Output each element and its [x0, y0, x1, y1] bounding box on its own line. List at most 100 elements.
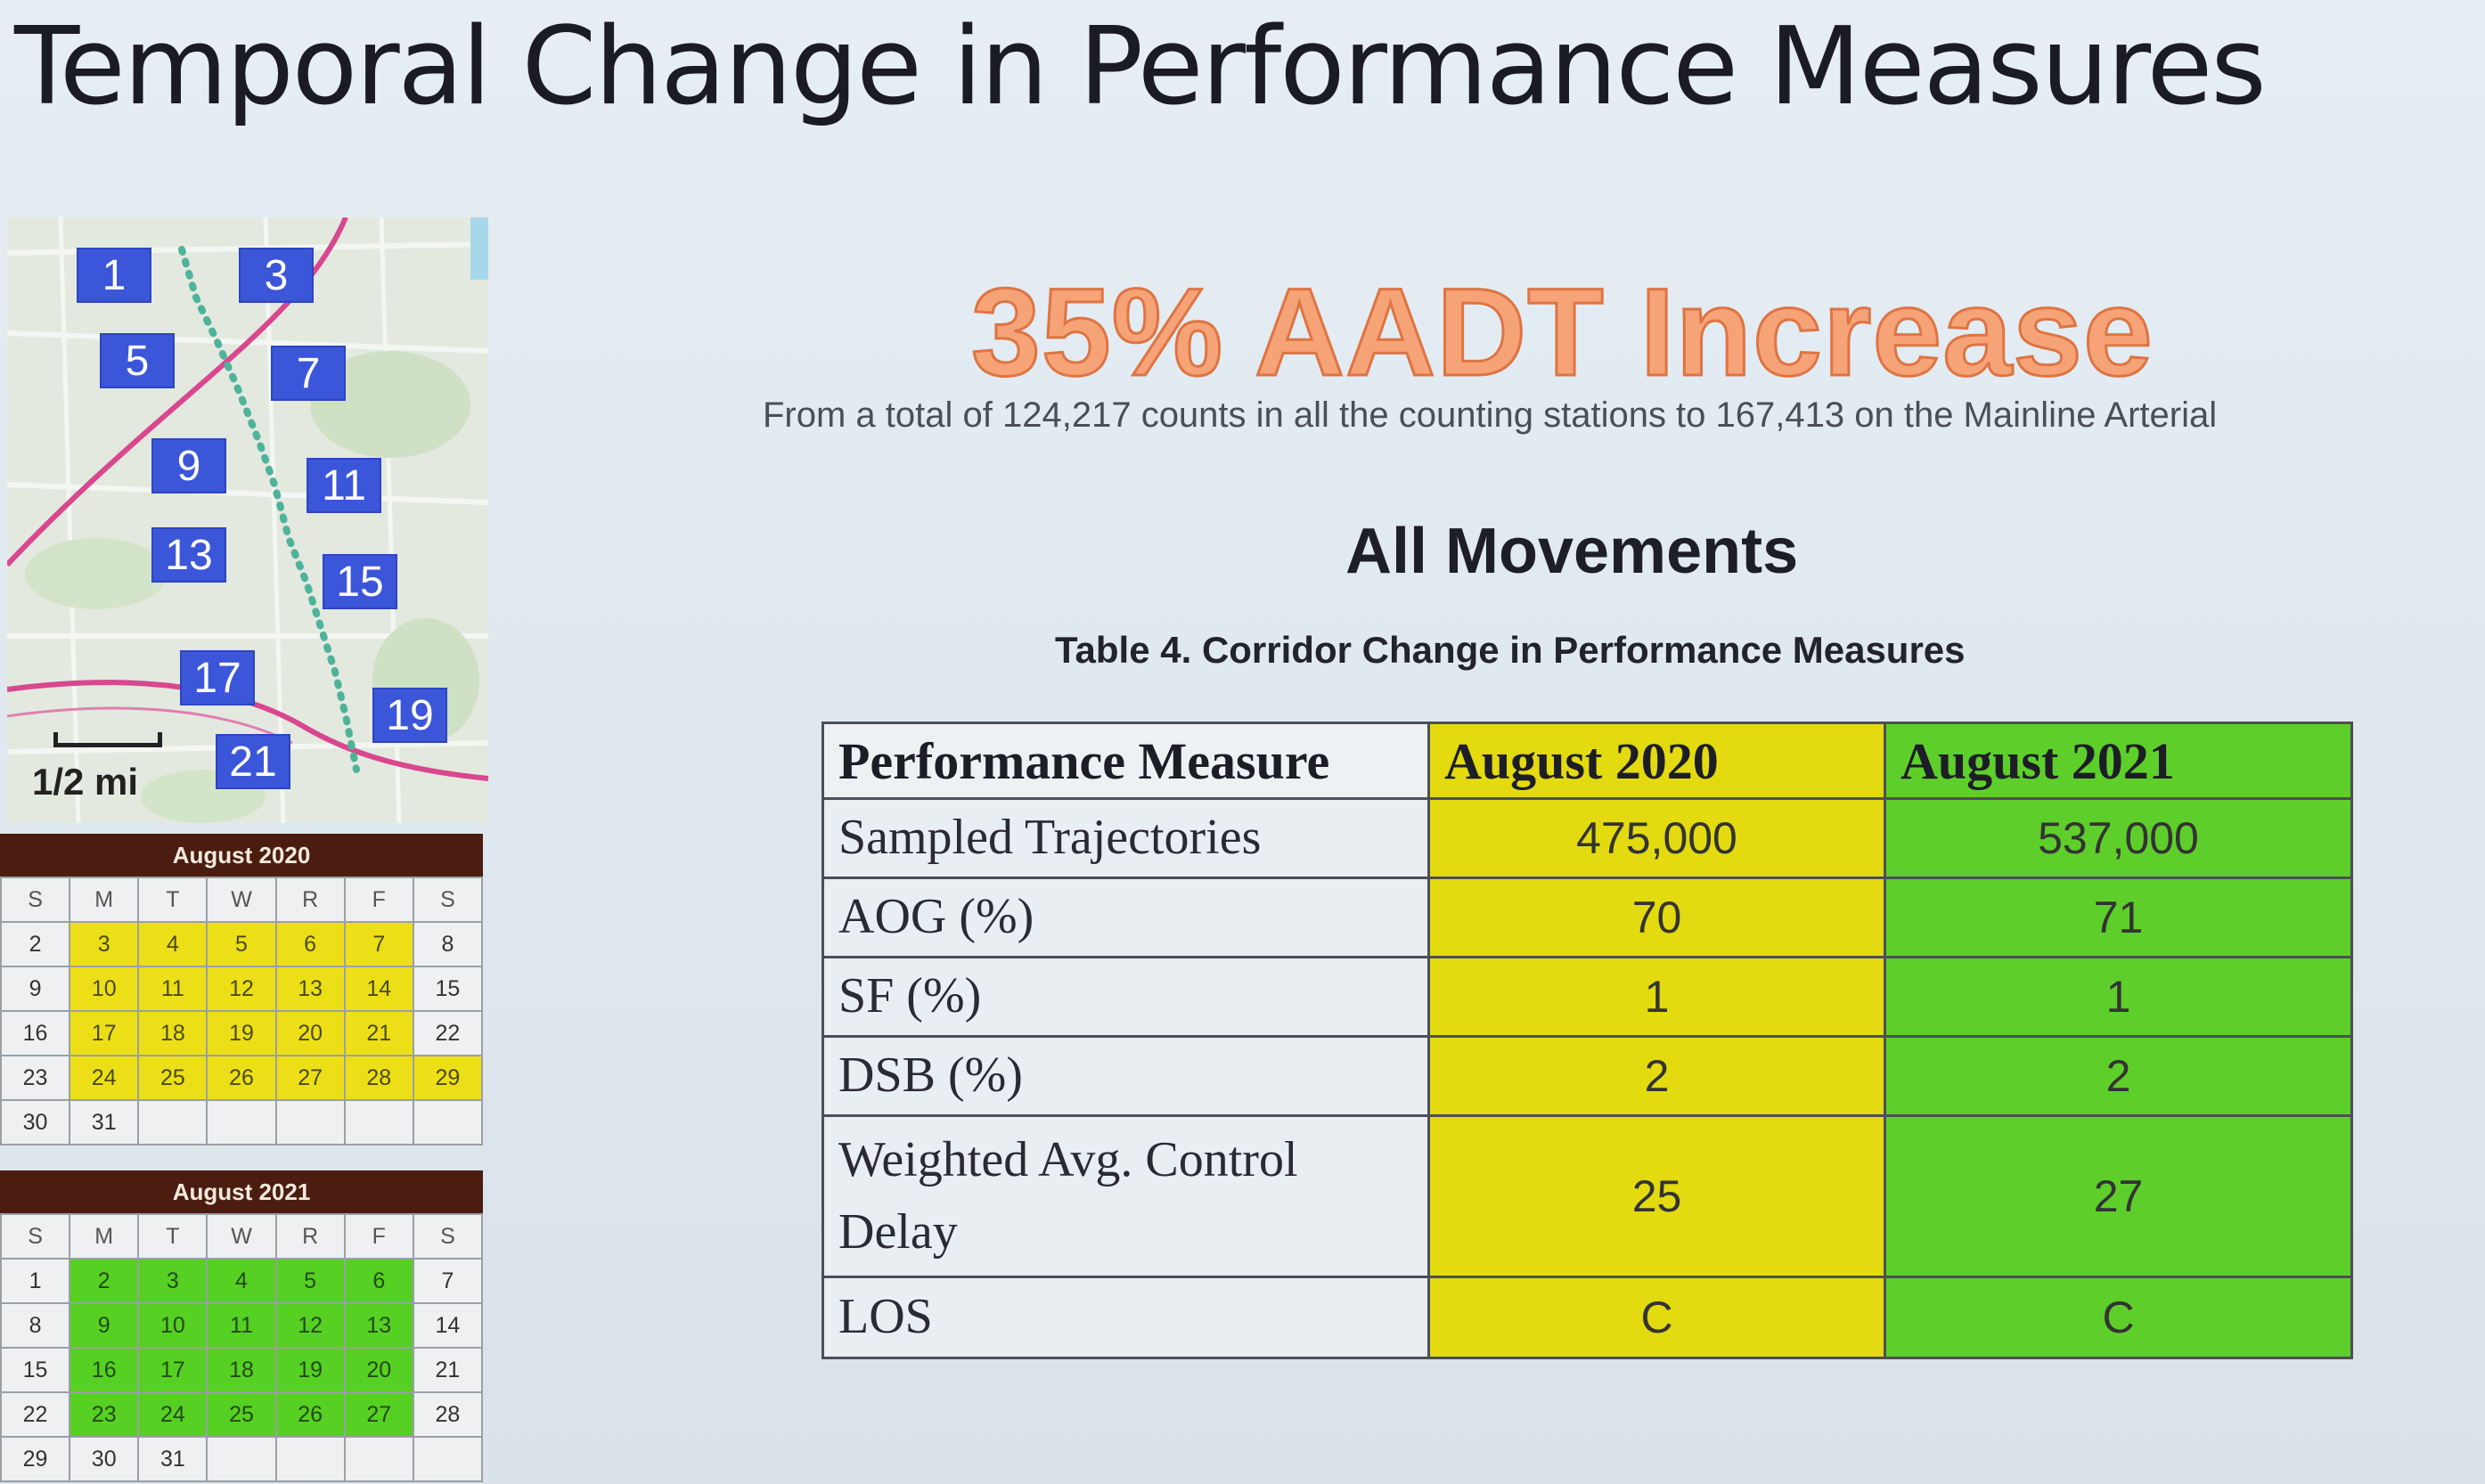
calendar-day: 7 — [343, 921, 414, 967]
station-marker-9: 9 — [153, 440, 225, 492]
calendar-day: 26 — [206, 1055, 277, 1101]
weekday-header: W — [206, 877, 277, 923]
aadt-increase-subline: From a total of 124,217 counts in all th… — [763, 395, 2218, 435]
calendar-august-2020: August 2020 S M T W R F S 2 3 4 5 6 7 8 … — [0, 834, 484, 1146]
section-title: All Movements — [1345, 516, 1799, 587]
station-marker-3: 3 — [241, 249, 312, 301]
calendar-day: 15 — [0, 1347, 71, 1393]
station-marker-5: 5 — [102, 335, 173, 387]
calendar-day: 16 — [0, 1010, 71, 1056]
table-header-row: Performance Measure August 2020 August 2… — [822, 722, 2353, 800]
calendar-title: August 2020 — [0, 834, 483, 877]
calendar-day: 16 — [69, 1347, 140, 1393]
station-marker-21: 21 — [217, 736, 289, 787]
calendar-day: 29 — [0, 1436, 71, 1482]
measure-label: Sampled Trajectories — [822, 797, 1430, 879]
weekday-header: S — [0, 1213, 71, 1260]
weekday-header: F — [343, 1213, 414, 1260]
table-row: LOS C C — [822, 1276, 2353, 1359]
value-august-2020: 1 — [1427, 956, 1886, 1038]
aadt-increase-headline: 35% AADT Increase — [970, 261, 2154, 404]
value-august-2021: C — [1884, 1276, 2353, 1359]
calendar-day — [274, 1436, 346, 1482]
performance-table: Performance Measure August 2020 August 2… — [822, 722, 2353, 1359]
calendar-day: 18 — [137, 1010, 208, 1056]
calendar-day — [343, 1436, 414, 1482]
measure-label: Weighted Avg. Control Delay — [822, 1114, 1430, 1278]
table-row: AOG (%) 70 71 — [822, 877, 2353, 958]
calendar-day: 25 — [137, 1055, 208, 1101]
station-marker-1: 1 — [78, 249, 150, 301]
calendar-day: 23 — [0, 1055, 71, 1101]
calendar-day: 31 — [69, 1099, 140, 1146]
calendar-day: 27 — [274, 1055, 346, 1101]
calendar-day — [412, 1436, 484, 1482]
calendar-day: 12 — [206, 966, 277, 1012]
calendar-day: 7 — [412, 1258, 484, 1304]
station-marker-15: 15 — [324, 556, 396, 607]
weekday-header: S — [412, 1213, 484, 1260]
weekday-header: S — [412, 877, 484, 923]
weekday-header: M — [69, 877, 140, 923]
calendar-day — [412, 1099, 484, 1146]
calendar-day: 4 — [137, 921, 208, 967]
table-row: DSB (%) 2 2 — [822, 1035, 2353, 1117]
calendar-day: 24 — [69, 1055, 140, 1101]
calendar-day: 19 — [206, 1010, 277, 1056]
measure-label: AOG (%) — [822, 877, 1430, 958]
weekday-header: R — [274, 877, 346, 923]
calendar-day: 10 — [69, 966, 140, 1012]
table-caption: Table 4. Corridor Change in Performance … — [1055, 629, 1966, 671]
value-august-2020: 2 — [1427, 1035, 1886, 1117]
weekday-header: R — [274, 1213, 346, 1260]
station-marker-11: 11 — [308, 460, 380, 511]
value-august-2021: 537,000 — [1884, 797, 2353, 879]
weekday-header: S — [0, 877, 71, 923]
calendar-day: 5 — [206, 921, 277, 967]
station-marker-19: 19 — [374, 689, 446, 741]
page-title: Temporal Change in Performance Measures — [14, 5, 2267, 129]
calendar-day: 1 — [0, 1258, 71, 1304]
calendar-day: 20 — [343, 1347, 414, 1393]
weekday-header: T — [137, 877, 208, 923]
calendar-day: 28 — [343, 1055, 414, 1101]
calendar-day: 29 — [412, 1055, 484, 1101]
value-august-2020: 25 — [1427, 1114, 1886, 1278]
calendar-august-2021: August 2021 S M T W R F S 1 2 3 4 5 6 7 … — [0, 1170, 484, 1482]
calendar-day: 13 — [274, 966, 346, 1012]
calendar-day: 17 — [69, 1010, 140, 1056]
calendar-title: August 2021 — [0, 1170, 483, 1213]
column-header-measure: Performance Measure — [822, 722, 1430, 800]
value-august-2021: 71 — [1884, 877, 2353, 958]
value-august-2021: 2 — [1884, 1035, 2353, 1117]
calendar-day: 19 — [274, 1347, 346, 1393]
value-august-2021: 1 — [1884, 956, 2353, 1038]
calendar-day: 22 — [0, 1391, 71, 1438]
station-marker-17: 17 — [182, 652, 253, 704]
calendar-day: 3 — [69, 921, 140, 967]
calendar-day: 18 — [206, 1347, 277, 1393]
measure-label: LOS — [822, 1276, 1430, 1359]
weekday-header: F — [343, 877, 414, 923]
calendar-day: 13 — [343, 1302, 414, 1349]
calendar-grid: S M T W R F S 1 2 3 4 5 6 7 8 9 10 11 12… — [0, 1213, 484, 1482]
calendar-day: 15 — [412, 966, 484, 1012]
calendar-day: 4 — [206, 1258, 277, 1304]
calendar-day: 8 — [412, 921, 484, 967]
calendar-day: 2 — [69, 1258, 140, 1304]
calendar-day: 9 — [0, 966, 71, 1012]
calendar-day: 21 — [343, 1010, 414, 1056]
table-row: Weighted Avg. Control Delay 25 27 — [822, 1114, 2353, 1278]
calendar-grid: S M T W R F S 2 3 4 5 6 7 8 9 10 11 12 1… — [0, 877, 484, 1146]
calendar-day — [343, 1099, 414, 1146]
table-row: SF (%) 1 1 — [822, 956, 2353, 1038]
calendar-day — [137, 1099, 208, 1146]
weekday-header: M — [69, 1213, 140, 1260]
calendar-day: 27 — [343, 1391, 414, 1438]
calendar-day — [274, 1099, 346, 1146]
calendar-day: 23 — [69, 1391, 140, 1438]
calendar-day: 11 — [137, 966, 208, 1012]
map-scale-bar — [53, 732, 162, 747]
measure-label: DSB (%) — [822, 1035, 1430, 1117]
calendar-day: 26 — [274, 1391, 346, 1438]
